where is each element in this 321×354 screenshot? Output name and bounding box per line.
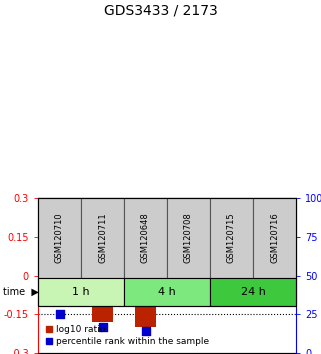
Bar bbox=[221, 268, 242, 275]
Text: GDS3433 / 2173: GDS3433 / 2173 bbox=[104, 4, 217, 18]
Text: GSM120648: GSM120648 bbox=[141, 213, 150, 263]
Text: 4 h: 4 h bbox=[158, 287, 176, 297]
Text: time  ▶: time ▶ bbox=[3, 287, 39, 297]
Bar bbox=[135, 275, 156, 327]
Point bbox=[186, 257, 191, 263]
Text: GSM120711: GSM120711 bbox=[98, 213, 107, 263]
Point bbox=[229, 260, 234, 266]
Point bbox=[143, 329, 148, 334]
Text: 1 h: 1 h bbox=[72, 287, 90, 297]
Text: GSM120708: GSM120708 bbox=[184, 213, 193, 263]
Point bbox=[272, 239, 277, 244]
Text: GSM120710: GSM120710 bbox=[55, 213, 64, 263]
Text: 24 h: 24 h bbox=[240, 287, 265, 297]
Bar bbox=[92, 275, 113, 322]
Text: GSM120716: GSM120716 bbox=[270, 213, 279, 263]
Bar bbox=[264, 213, 285, 275]
Point bbox=[100, 324, 105, 330]
Point bbox=[57, 312, 62, 317]
Text: GSM120715: GSM120715 bbox=[227, 213, 236, 263]
Legend: log10 ratio, percentile rank within the sample: log10 ratio, percentile rank within the … bbox=[42, 321, 213, 349]
Bar bbox=[178, 270, 199, 275]
Bar bbox=[49, 275, 70, 293]
